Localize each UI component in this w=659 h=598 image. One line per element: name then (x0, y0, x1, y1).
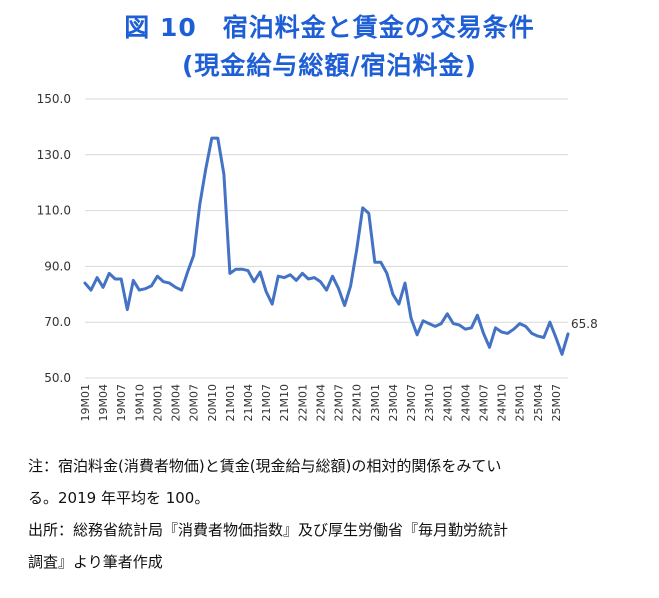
x-tick-label: 22M04 (314, 384, 327, 422)
x-tick-label: 24M07 (477, 384, 490, 422)
x-tick-label: 19M01 (79, 384, 92, 422)
x-tick-label: 20M01 (151, 384, 164, 422)
chart-subtitle: (現金給与総額/宿泊料金) (182, 51, 477, 80)
chart-title: 図 10 宿泊料金と賃金の交易条件 (124, 13, 535, 42)
x-tick-label: 21M07 (260, 384, 273, 422)
x-tick-label: 24M04 (459, 384, 472, 422)
x-tick-label: 25M07 (550, 384, 563, 422)
source-line-2: 調査』より筆者作成 (28, 553, 163, 571)
x-tick-label: 25M01 (514, 384, 527, 422)
source-line-1: 出所：総務省統計局『消費者物価指数』及び厚生労働省『毎月勤労統計 (28, 521, 509, 539)
x-tick-label: 21M01 (224, 384, 237, 422)
x-tick-label: 21M10 (278, 384, 291, 422)
series-line (83, 136, 570, 356)
x-tick-label: 20M07 (188, 384, 201, 422)
x-tick-label: 24M01 (441, 384, 454, 422)
x-tick-label: 23M01 (369, 384, 382, 422)
y-tick-label: 70.0 (44, 315, 71, 329)
x-tick-label: 19M04 (97, 384, 110, 422)
note-line-2: る。2019 年平均を 100。 (28, 489, 210, 507)
x-tick-label: 23M10 (423, 384, 436, 422)
line-chart: 50.0 70.0 90.0 110.0 130.0 150.0 19M01 19M04 19M… (37, 92, 598, 422)
x-tick-label: 19M10 (133, 384, 146, 422)
x-tick-label: 24M10 (496, 384, 509, 422)
y-tick-label: 50.0 (44, 371, 71, 385)
y-tick-label: 110.0 (37, 204, 71, 218)
x-tick-label: 22M07 (333, 384, 346, 422)
x-tick-label: 22M01 (296, 384, 309, 422)
x-tick-label: 20M04 (170, 384, 183, 422)
x-tick-label: 23M07 (405, 384, 418, 422)
note-line-1: 注：宿泊料金(消費者物価)と賃金(現金給与総額)の相対的関係をみてい (28, 457, 502, 475)
end-value-label: 65.8 (571, 317, 598, 331)
x-tick-label: 23M04 (387, 384, 400, 422)
x-tick-label: 22M10 (351, 384, 364, 422)
x-tick-label: 20M10 (206, 384, 219, 422)
x-tick-label: 19M07 (115, 384, 128, 422)
y-tick-label: 150.0 (37, 92, 71, 106)
x-tick-label: 21M04 (242, 384, 255, 422)
x-tick-label: 25M04 (532, 384, 545, 422)
y-tick-label: 90.0 (44, 259, 71, 273)
y-tick-label: 130.0 (37, 148, 71, 162)
